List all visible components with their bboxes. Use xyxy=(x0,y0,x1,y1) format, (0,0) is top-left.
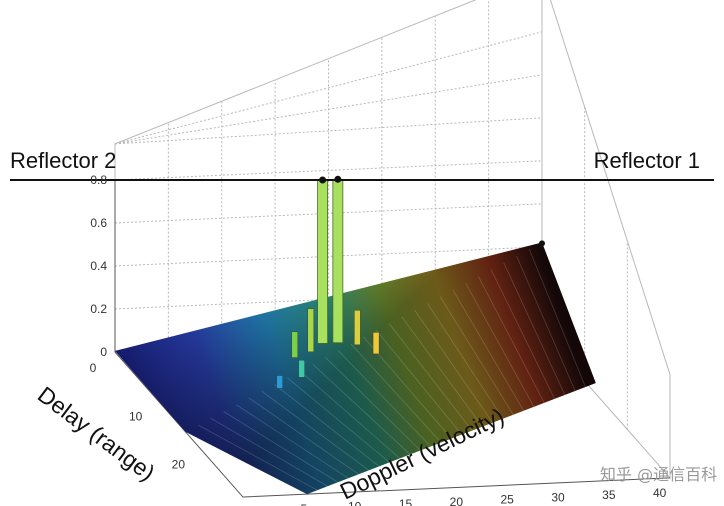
z-tick-label: 0.8 xyxy=(90,173,107,187)
x-axis-ticks: 5 10 15 20 25 30 35 40 xyxy=(300,486,666,506)
mesh-line xyxy=(477,276,545,404)
mesh-line xyxy=(337,350,432,447)
y-tick-label: 0 xyxy=(90,361,97,375)
mesh-line xyxy=(197,424,318,491)
grid-line-z xyxy=(114,203,543,224)
grid-line-z xyxy=(114,246,543,267)
x-tick-label: 5 xyxy=(300,502,307,506)
mesh-line xyxy=(236,404,349,479)
x-tick-label: 25 xyxy=(500,493,514,506)
peak-bar-2 xyxy=(332,178,344,344)
mesh-line xyxy=(452,289,524,411)
mesh-line xyxy=(287,377,390,463)
mesh-line xyxy=(210,417,328,487)
mesh-line xyxy=(401,316,483,427)
y-axis-ticks: 0102030 xyxy=(90,361,186,472)
x-tick-label: 10 xyxy=(348,499,362,506)
mesh-line xyxy=(439,296,514,415)
x-tick-label: 35 xyxy=(602,488,616,502)
y-axis-title: Delay (range) xyxy=(33,381,160,486)
mesh-line xyxy=(388,323,473,431)
mesh-line xyxy=(325,357,421,451)
mesh-line xyxy=(516,255,576,392)
mesh-line xyxy=(490,269,555,400)
x-tick-label: 30 xyxy=(551,490,565,504)
grid-line-z xyxy=(114,117,543,145)
mesh-line xyxy=(248,397,359,475)
grid-line-z xyxy=(114,160,543,181)
corner-marker xyxy=(539,240,545,247)
mesh-line xyxy=(261,390,370,471)
mesh-line xyxy=(299,370,401,459)
mesh-line xyxy=(528,249,586,388)
ridge-bar xyxy=(276,375,283,389)
mesh-line xyxy=(223,411,339,483)
mesh-line xyxy=(312,363,411,455)
floor-axes xyxy=(114,351,671,498)
y-tick-label: 10 xyxy=(129,409,143,423)
mesh-line xyxy=(376,330,463,435)
mesh-line xyxy=(503,262,566,396)
reflector-label-2: Reflector 1 xyxy=(594,148,700,173)
mesh-line xyxy=(465,282,535,407)
ridge-bar xyxy=(372,332,380,355)
mesh-line xyxy=(414,309,493,423)
z-tick-label: 0.4 xyxy=(90,259,107,273)
z-tick-label: 0.6 xyxy=(90,216,107,230)
mesh-line xyxy=(427,303,504,419)
x-tick-label: 40 xyxy=(653,486,667,500)
ridge-bar xyxy=(291,331,298,358)
mesh-line xyxy=(274,384,380,467)
surface-mesh xyxy=(115,242,596,495)
x-tick-label: 20 xyxy=(450,495,464,506)
ridge-bar xyxy=(298,359,305,378)
z-tick-label: 0 xyxy=(100,345,107,359)
ridge-bar xyxy=(307,308,314,353)
ridge-bar xyxy=(354,310,361,345)
z-tick-label: 0.2 xyxy=(90,302,107,316)
reflector-label-1: Reflector 2 xyxy=(10,148,116,173)
y-tick-label: 20 xyxy=(172,458,186,472)
reflector-annotations: Reflector 2 Reflector 1 xyxy=(10,148,714,181)
grid-line-z xyxy=(114,31,543,145)
x-tick-label: 15 xyxy=(399,497,413,506)
peak-bar-1 xyxy=(317,179,329,344)
z-axis-ticks: 0 0.2 0.4 0.6 0.8 xyxy=(90,173,107,359)
watermark: 知乎 @通信百科 xyxy=(600,465,717,484)
grid-lines xyxy=(114,0,671,498)
surface-shade xyxy=(115,242,596,495)
mesh-line xyxy=(350,343,442,443)
grid-line-z xyxy=(114,74,543,145)
side-wall xyxy=(541,0,671,480)
